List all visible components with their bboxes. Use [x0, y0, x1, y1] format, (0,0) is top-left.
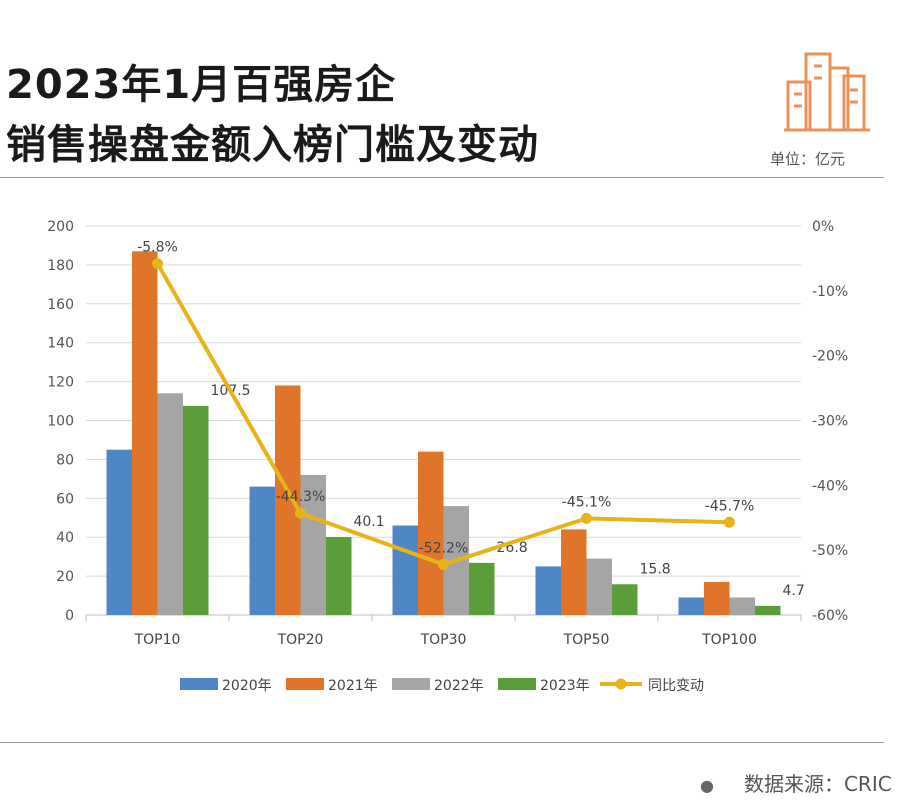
- bar-top20-3: [300, 474, 326, 615]
- source-note: ● 数据来源：CRIC: [700, 768, 892, 797]
- yoy-point: [581, 512, 592, 524]
- right-tick-label: -60%: [812, 608, 848, 624]
- legend-label: 同比变动: [648, 678, 704, 694]
- yoy-point: [724, 516, 735, 528]
- yoy-data-label: -5.8%: [137, 240, 178, 256]
- yoy-point: [152, 258, 163, 270]
- left-axis: 0 20 40 60 80 100 120 140 160 180 200: [47, 219, 74, 624]
- left-tick-label: 0: [65, 608, 74, 624]
- right-tick-label: -40%: [812, 478, 848, 494]
- bar-line-chart: 0 20 40 60 80 100 120 140 160 180 200 -60% -50% -40%…: [47, 219, 848, 694]
- bar-top50-2: [561, 529, 587, 615]
- left-tick-label: 200: [47, 219, 74, 235]
- yoy-data-labels: -5.8% -44.3% -52.2% -45.1% -45.7%: [137, 240, 754, 557]
- left-tick-label: 120: [47, 375, 74, 391]
- bar-data-label: 40.1: [354, 514, 385, 530]
- yoy-data-label: -52.2%: [419, 540, 469, 556]
- bar-top20-4: [326, 537, 352, 615]
- left-tick-label: 180: [47, 258, 74, 274]
- right-tick-label: -10%: [812, 284, 848, 300]
- legend-swatch: [498, 678, 536, 690]
- bar-top20-1: [249, 486, 275, 615]
- legend: 2020年 2021年 2022年 2023年 同比变动: [180, 678, 704, 694]
- legend-label: 2022年: [434, 678, 484, 694]
- bar-top100-1: [678, 597, 704, 615]
- right-tick-label: -30%: [812, 414, 848, 430]
- legend-swatch: [286, 678, 324, 690]
- bar-top50-4: [612, 584, 638, 615]
- yoy-point: [438, 558, 449, 570]
- unit-label: 单位：亿元: [770, 150, 846, 168]
- bar-top100-4: [755, 605, 781, 615]
- left-tick-label: 60: [56, 491, 74, 507]
- bar-top10-3: [157, 393, 183, 615]
- right-tick-label: -50%: [812, 543, 848, 559]
- bar-top30-1: [392, 525, 418, 615]
- category-label: TOP30: [420, 632, 467, 648]
- bar-top10-1: [106, 449, 132, 615]
- left-tick-label: 140: [47, 336, 74, 352]
- footer-divider: [0, 742, 884, 743]
- bar-data-label: 15.8: [640, 561, 671, 577]
- bullet-icon: ●: [700, 776, 714, 795]
- building-icon: [784, 52, 870, 132]
- bar-top20-2: [275, 385, 301, 615]
- bar-data-label: 4.7: [783, 583, 805, 599]
- category-label: TOP100: [701, 632, 757, 648]
- yoy-data-label: -45.7%: [705, 498, 755, 514]
- bar-top100-3: [729, 597, 755, 615]
- bar-top50-1: [535, 566, 561, 615]
- left-tick-label: 100: [47, 414, 74, 430]
- yoy-point: [295, 507, 306, 519]
- title-line-2: 销售操盘金额入榜门槛及变动: [6, 122, 539, 168]
- yoy-line: [152, 258, 735, 570]
- category-label: TOP10: [134, 632, 181, 648]
- title-line-1: 2023年1月百强房企: [6, 62, 397, 108]
- left-tick-label: 40: [56, 530, 74, 546]
- category-labels: TOP10 TOP20 TOP30 TOP50 TOP100: [85, 615, 802, 648]
- left-tick-label: 20: [56, 569, 74, 585]
- left-tick-label: 80: [56, 452, 74, 468]
- bar-top30-4: [469, 562, 495, 615]
- legend-swatch: [180, 678, 218, 690]
- source-text: 数据来源：CRIC: [743, 772, 892, 796]
- header-divider: [0, 177, 884, 178]
- right-tick-label: 0%: [812, 219, 834, 235]
- category-label: TOP50: [563, 632, 610, 648]
- left-tick-label: 160: [47, 297, 74, 313]
- bar-top30-2: [418, 451, 444, 615]
- legend-label: 2020年: [222, 678, 272, 694]
- legend-swatch: [392, 678, 430, 690]
- legend-label: 2023年: [540, 678, 590, 694]
- legend-label: 2021年: [328, 678, 378, 694]
- legend-line-marker: [615, 678, 627, 690]
- yoy-data-label: -45.1%: [562, 494, 612, 510]
- right-tick-label: -20%: [812, 349, 848, 365]
- bar-top100-2: [704, 581, 730, 615]
- bars: [106, 251, 781, 615]
- bar-top10-2: [132, 251, 158, 615]
- yoy-data-label: -44.3%: [276, 489, 326, 505]
- category-label: TOP20: [277, 632, 324, 648]
- bar-top10-4: [183, 405, 209, 615]
- right-axis: -60% -50% -40% -30% -20% -10% 0%: [812, 219, 848, 624]
- bar-top50-3: [586, 558, 612, 615]
